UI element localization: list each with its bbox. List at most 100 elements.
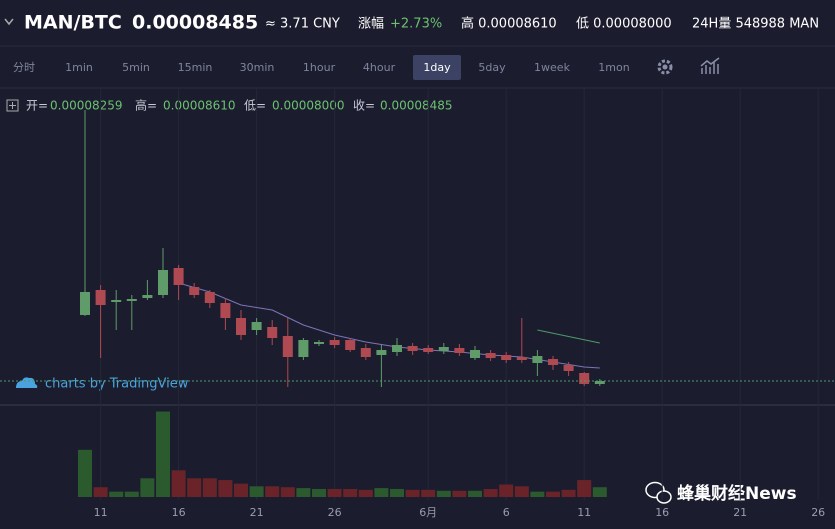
- volume-24h: 24H量 548988 MAN: [692, 17, 819, 32]
- volume-bar: [561, 489, 576, 497]
- candle-body: [470, 350, 480, 358]
- volume-bar: [93, 487, 108, 497]
- candle-body: [594, 381, 605, 384]
- legend-value: 0.00008000: [272, 99, 345, 113]
- volume-bar: [343, 488, 358, 497]
- candle-body: [329, 340, 340, 345]
- volume-bar: [358, 489, 373, 497]
- candle-body: [267, 327, 278, 338]
- candle-body: [392, 345, 402, 352]
- legend-toggle-plus: [9, 102, 16, 109]
- candle-body: [454, 348, 465, 353]
- moving-average-line: [537, 329, 600, 344]
- interval-button[interactable]: 1min: [65, 61, 93, 74]
- volume-bar: [109, 491, 124, 497]
- candle-body: [158, 270, 168, 295]
- interval-button[interactable]: 5min: [122, 61, 150, 74]
- tradingview-logo: [16, 377, 38, 388]
- x-tick-label: 16: [655, 506, 669, 519]
- volume-bar: [483, 488, 498, 497]
- volume-bar: [234, 483, 248, 497]
- interval-button[interactable]: 1week: [534, 61, 571, 74]
- candle-body: [236, 318, 246, 335]
- x-tick-label: 6: [503, 506, 510, 519]
- volume-bar: [249, 486, 264, 497]
- candle-body: [563, 365, 574, 371]
- volume-bar: [436, 490, 451, 497]
- volume-bar: [452, 490, 467, 497]
- interval-button[interactable]: 1mon: [598, 61, 629, 74]
- volume-bar: [468, 490, 482, 497]
- candle-body: [220, 303, 231, 318]
- volume-bar: [546, 491, 560, 497]
- candle-body: [532, 356, 543, 363]
- cny: ≈ 3.71 CNY: [265, 17, 340, 32]
- candle-body: [345, 340, 356, 350]
- legend-toggle[interactable]: [6, 99, 19, 112]
- candle-body: [423, 348, 434, 352]
- moving-average-line: [178, 282, 600, 369]
- interval-button[interactable]: 30min: [240, 61, 275, 74]
- candle-body: [548, 359, 558, 365]
- candle-body: [501, 355, 512, 360]
- x-tick-label: 11: [94, 506, 108, 519]
- low: 低 0.00008000: [576, 17, 672, 32]
- high: 高 0.00008610: [461, 16, 557, 32]
- x-tick-label: 26: [811, 506, 825, 519]
- candle-body: [251, 322, 262, 330]
- candle-body: [298, 340, 309, 357]
- legend-label: 收=: [353, 99, 375, 113]
- candle-body: [485, 353, 496, 358]
- candle-body: [376, 350, 387, 355]
- indicator-icon[interactable]: [700, 57, 720, 74]
- legend-value: 0.00008485: [380, 99, 453, 113]
- candle-body: [516, 357, 527, 360]
- x-tick-label: 21: [733, 506, 747, 519]
- x-tick-label: 16: [172, 506, 186, 519]
- volume-bar: [405, 489, 420, 497]
- volume-bar: [592, 487, 607, 497]
- candle-body: [189, 287, 200, 295]
- interval-button[interactable]: 1day: [423, 61, 451, 74]
- legend-value: 0.00008259: [50, 99, 123, 113]
- candle-body: [95, 290, 106, 305]
- toolbar-active-bg: [413, 55, 461, 80]
- x-tick-label: 21: [250, 506, 264, 519]
- settings-icon[interactable]: [657, 59, 673, 75]
- interval-button[interactable]: 4hour: [363, 61, 396, 74]
- legend-value: 0.00008610: [163, 99, 236, 113]
- candle-body: [204, 292, 215, 303]
- volume-bar: [280, 487, 295, 497]
- change: +2.73%: [390, 17, 442, 32]
- brand: 蜂巢财经News: [677, 483, 797, 504]
- wechat-icon: [645, 481, 672, 504]
- plot: [0, 88, 835, 500]
- candle-body: [173, 268, 184, 285]
- price: 0.00008485: [132, 12, 258, 34]
- x-tick-label: 6月: [419, 506, 437, 519]
- volume-bar: [514, 486, 529, 497]
- volume-bar: [327, 488, 342, 497]
- candle-body: [80, 292, 90, 315]
- volume-bar: [499, 484, 514, 497]
- volume-bar: [140, 478, 155, 497]
- interval-button[interactable]: 15min: [178, 61, 213, 74]
- interval-button[interactable]: 5day: [478, 61, 506, 74]
- interval-button[interactable]: 分时: [13, 61, 35, 74]
- legend-label: 开=: [26, 99, 48, 113]
- change-label: 涨幅: [358, 17, 384, 32]
- volume-bar: [124, 491, 139, 497]
- volume-bar: [421, 489, 436, 497]
- candle-body: [438, 347, 449, 351]
- candle-body: [142, 295, 153, 298]
- legend-label: 低=: [244, 99, 266, 113]
- interval-button[interactable]: 1hour: [303, 61, 336, 74]
- volume-bar: [296, 488, 311, 497]
- volume-bar: [265, 486, 280, 497]
- candle-body: [579, 373, 590, 384]
- candle-body: [111, 300, 122, 302]
- candle-body: [407, 346, 418, 351]
- candle-body: [314, 342, 324, 344]
- dropdown-icon[interactable]: [4, 18, 14, 26]
- volume-bar: [202, 478, 217, 497]
